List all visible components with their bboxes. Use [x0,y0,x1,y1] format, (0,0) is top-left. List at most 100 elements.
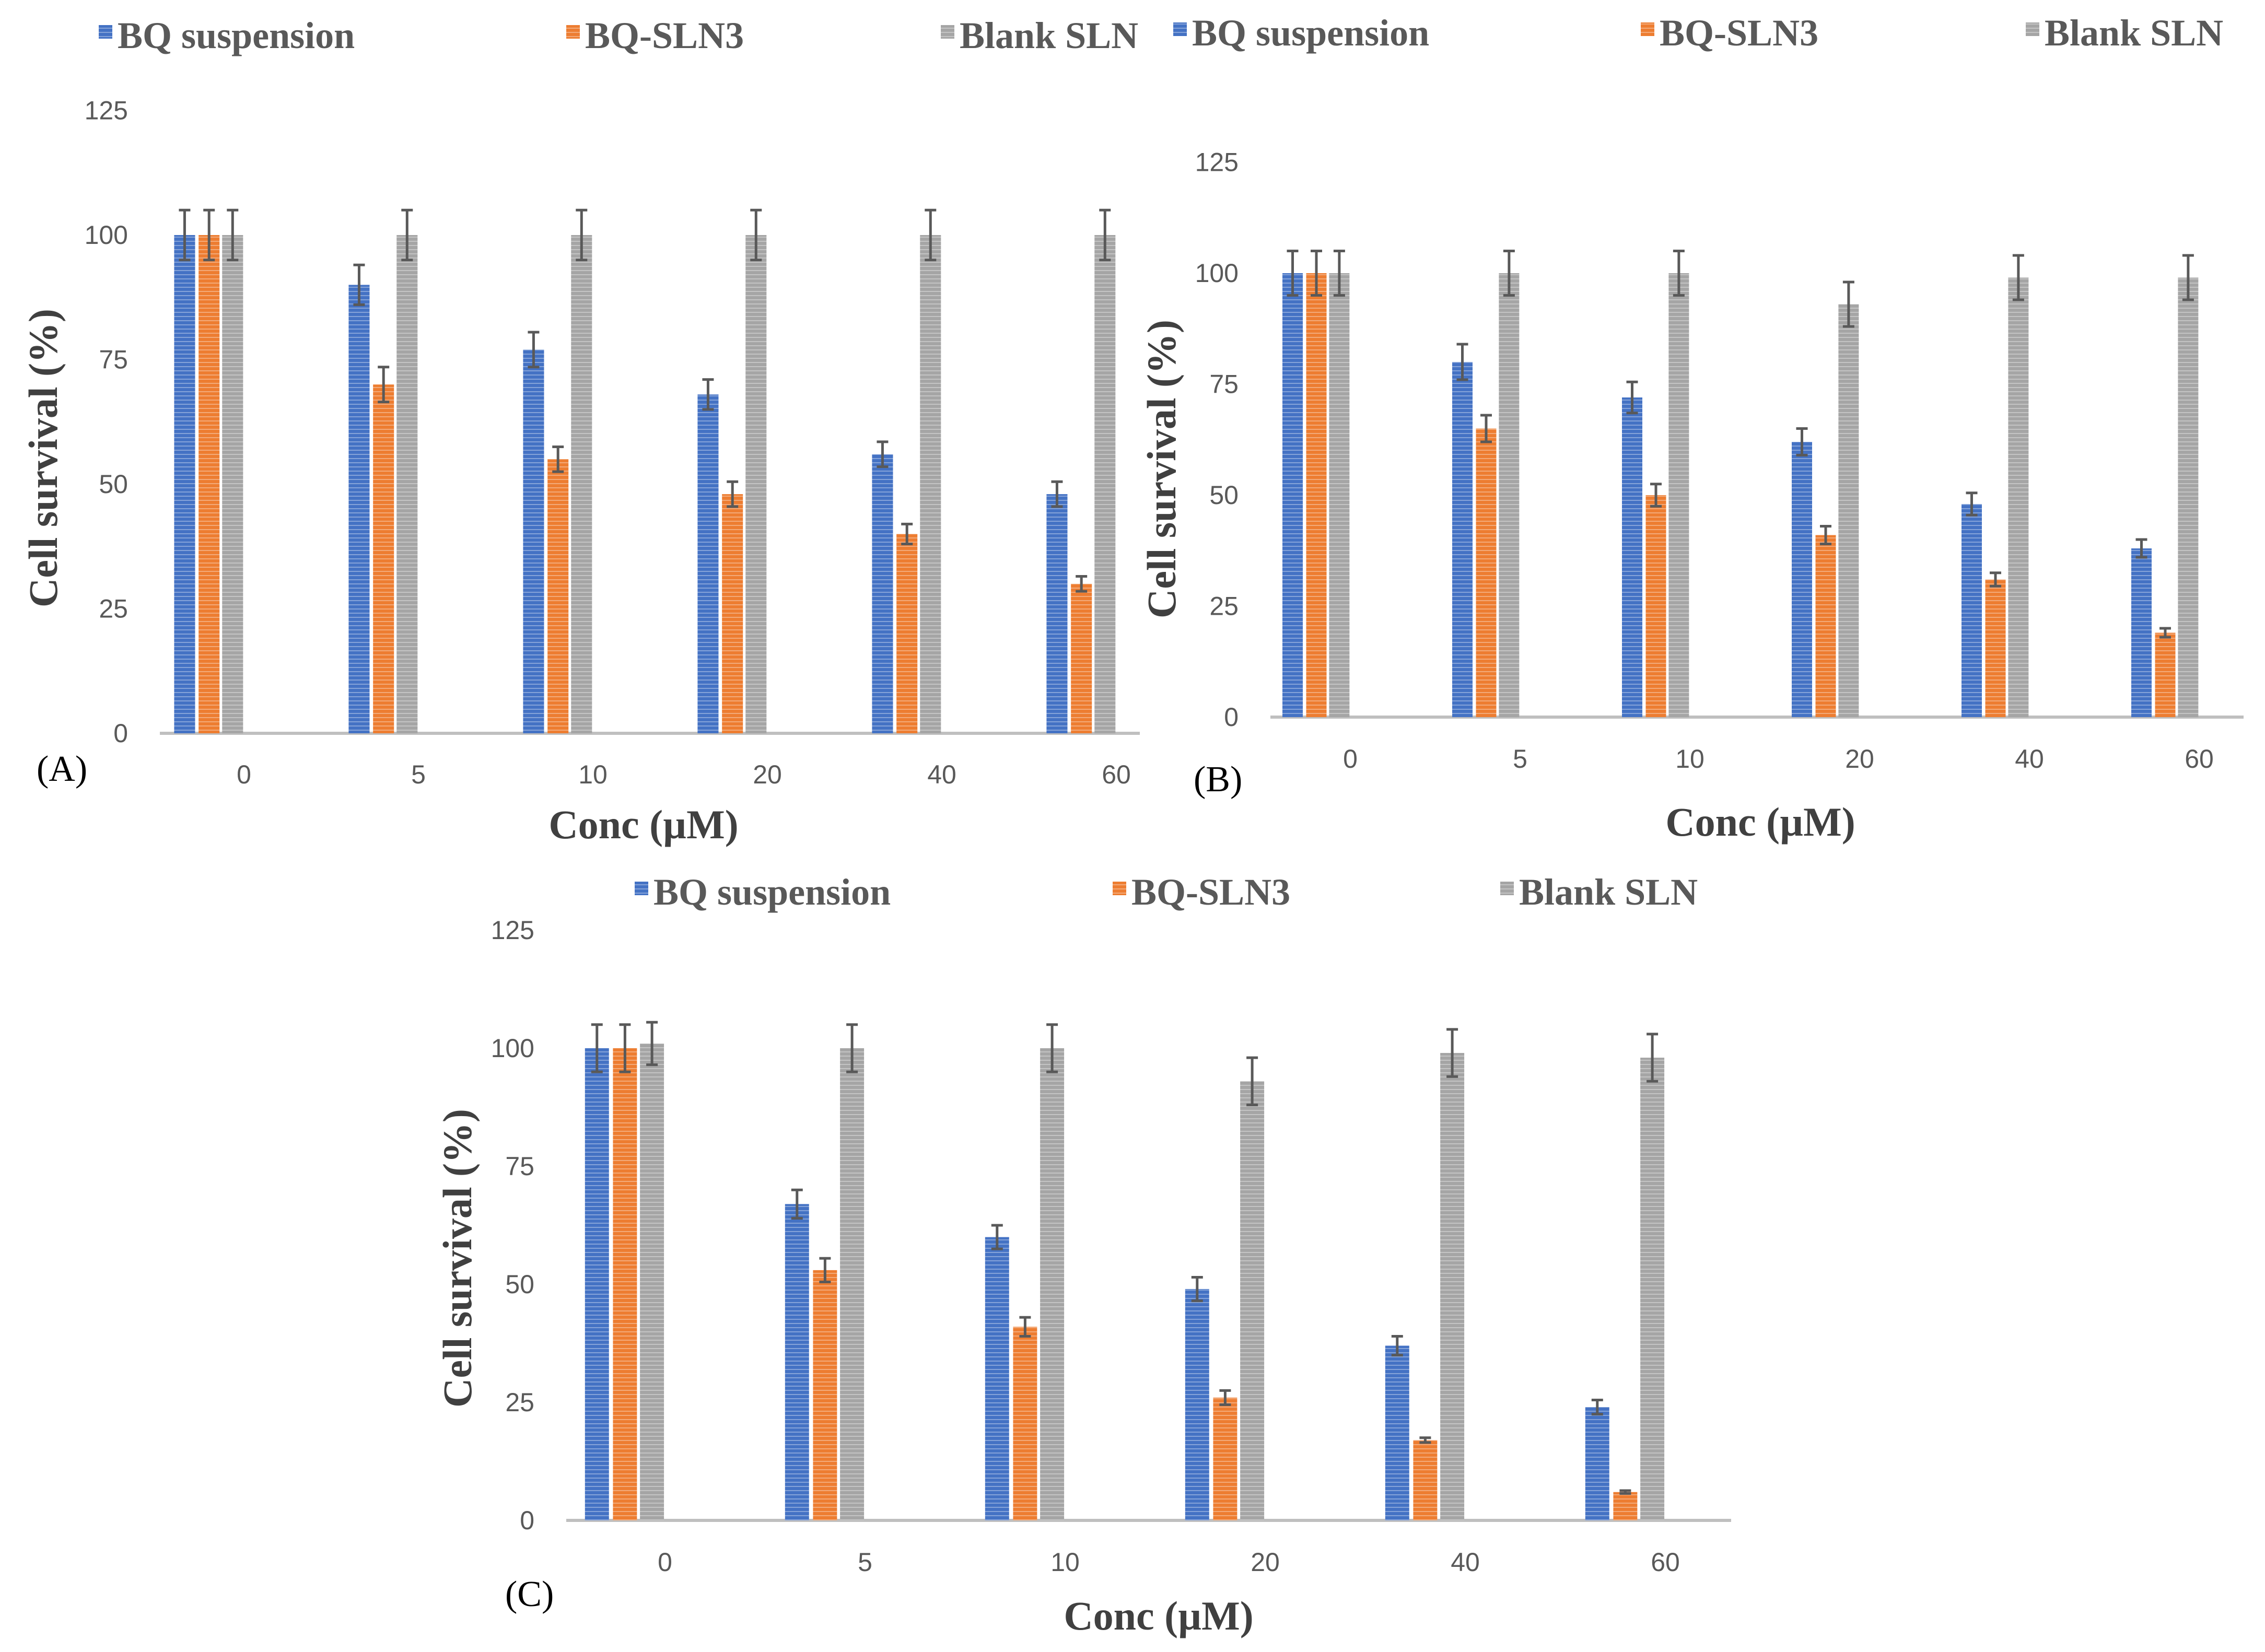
bar-bq-suspension [1585,1407,1609,1520]
bar-blank-sln [1329,273,1350,717]
bar-bq-sln3 [1985,579,2006,717]
error-bar [877,440,889,468]
error-bar [846,1023,858,1073]
bar-blank-sln [745,235,767,733]
legend-label: BQ-SLN3 [1131,871,1290,913]
bar-blank-sln [222,235,243,733]
error-bar [1219,1389,1231,1407]
error-bar [1820,525,1831,545]
panel-label: (C) [505,1574,554,1614]
bar-blank-sln [1640,1058,1665,1520]
error-bar [1456,343,1468,381]
bar-bq-sln3 [199,235,220,733]
bar-blank-sln [1499,273,1520,717]
y-tick-label: 25 [1209,592,1239,621]
bar-blank-sln [1240,1081,1265,1520]
error-bar [227,208,239,262]
bar-bq-suspension [348,285,370,733]
x-tick-label: 5 [1513,744,1527,774]
y-tick-label: 125 [491,916,534,945]
x-tick-label: 20 [1251,1548,1280,1577]
bar-bq-sln3 [722,494,743,733]
legend-swatch [1113,882,1126,895]
bar-blank-sln [1094,235,1116,733]
y-tick-label: 50 [505,1270,534,1299]
bar-bq-sln3 [1413,1440,1438,1520]
x-tick-label: 60 [2185,744,2214,774]
error-bar [1619,1489,1631,1495]
error-bar [991,1224,1003,1250]
error-bar [179,208,191,262]
error-bar [1673,250,1685,297]
error-bar [1503,250,1515,297]
error-bar [2135,538,2147,559]
bar-bq-suspension [523,349,544,733]
error-bar [819,1257,831,1283]
error-bar [2182,254,2194,301]
error-bar [591,1023,603,1073]
chart-panel-b: 0 25 50 75 100 125 0 5 10 20 40 60 Conc (µM) Cell sur… [1139,12,2244,845]
y-tick-label: 25 [99,594,128,624]
bar-blank-sln [396,235,418,733]
error-bar [619,1023,631,1073]
chart-panel-a: 0 25 50 75 100 125 0 5 10 20 40 60 Conc (µM) Cell sur… [20,15,1140,847]
error-bar [791,1188,803,1220]
bar-bq-sln3 [896,534,918,733]
bar-blank-sln [2178,277,2199,717]
legend-label: BQ suspension [653,871,891,913]
legend: BQ suspension BQ-SLN3 Blank SLN [99,15,1138,56]
y-tick-label: 100 [491,1034,534,1063]
bar-bq-sln3 [1213,1397,1237,1520]
error-bar [2012,254,2024,301]
y-tick-label: 125 [85,96,128,125]
error-bar [378,366,390,404]
chart-panel-c: 0 25 50 75 100 125 0 5 10 20 40 60 Conc (µM) Cell sur… [435,871,1731,1638]
error-bar [727,480,739,508]
legend-label: Blank SLN [2045,12,2223,54]
bar-bq-suspension [1282,273,1303,717]
legend-label: BQ-SLN3 [1660,12,1818,54]
x-tick-label: 40 [2015,744,2044,774]
legend-swatch [566,25,580,39]
legend-label: BQ-SLN3 [585,15,744,56]
y-tick-label: 0 [113,719,128,748]
error-bar [1650,483,1662,508]
bar-bq-sln3 [373,384,394,733]
y-axis-title: Cell survival (%) [435,1109,480,1408]
bar-bq-suspension [785,1204,809,1520]
error-bar [1990,571,2001,588]
error-bar [1419,1436,1431,1444]
bar-bq-sln3 [1476,428,1497,717]
error-bar [1591,1398,1603,1416]
bar-bq-sln3 [1071,583,1092,733]
y-tick-label: 0 [1224,702,1239,732]
bar-bq-sln3 [1013,1327,1037,1520]
error-bar [1647,1033,1659,1083]
x-tick-label: 40 [927,760,956,789]
legend-swatch [1641,22,1654,36]
error-bar [1076,575,1088,593]
y-tick-label: 75 [99,345,128,374]
bar-bq-sln3 [613,1048,637,1520]
legend-swatch [2026,22,2039,36]
legend-swatch [99,25,112,39]
bar-blank-sln [1040,1048,1065,1520]
bar-blank-sln [640,1043,664,1520]
error-bar [646,1021,658,1067]
bar-bq-suspension [1046,494,1068,733]
bar-bq-suspension [697,394,719,733]
error-bar [1051,480,1063,508]
bar-bq-suspension [1185,1289,1209,1520]
y-tick-label: 50 [1209,481,1239,510]
bar-blank-sln [1838,304,1859,717]
y-axis-title: Cell survival (%) [20,309,66,607]
bar-bq-suspension [1452,362,1473,717]
error-bar [2159,627,2171,639]
bar-bq-suspension [872,454,893,733]
x-tick-label: 20 [1845,744,1874,774]
error-bar [1626,380,1638,415]
bar-bq-sln3 [1306,273,1327,717]
x-tick-label: 60 [1651,1548,1680,1577]
legend-label: Blank SLN [1519,871,1698,913]
legend-label: BQ suspension [1192,12,1429,54]
